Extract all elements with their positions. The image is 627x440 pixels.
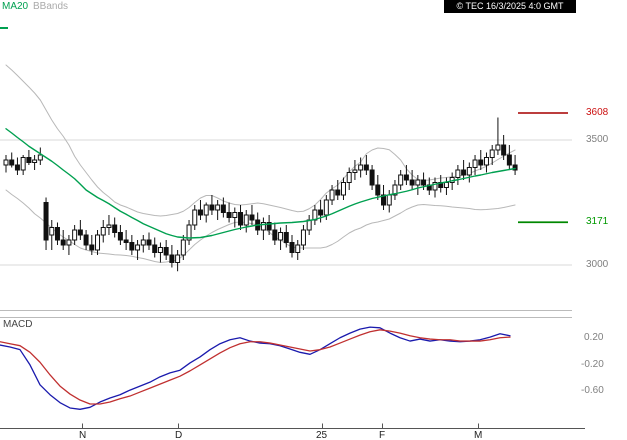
copyright-stamp: © TEC 16/3/2025 4:0 GMT [444,0,576,13]
price-axis-label-resistance: 3608 [586,107,609,118]
macd-lines [0,326,511,410]
price-axis-label-support: 3171 [586,216,609,227]
bbands-legend-label: BBands [33,1,69,12]
level-lines [518,112,568,224]
grid-lines [0,139,572,318]
macd-axis-label-neg020: -0.20 [581,359,604,370]
candlestick-series [3,117,518,272]
time-axis [0,423,585,429]
ma20-line [0,27,516,239]
year-label-2025: 25 [316,430,328,440]
price-axis-label-3000: 3000 [586,259,609,270]
month-label-february: F [379,430,386,440]
ma20-legend-label: MA20 [2,1,29,12]
macd-axis-label-neg060: -0.60 [581,385,604,396]
macd-axis-label-020: 0.20 [584,332,604,343]
ma20-start-tick [0,27,8,29]
month-label-march: M [474,430,483,440]
macd-panel-title: MACD [3,319,33,330]
month-label-november: N [79,430,87,440]
bollinger-bands [5,64,516,263]
price-axis-label-3500: 3500 [586,134,609,145]
month-label-december: D [175,430,183,440]
